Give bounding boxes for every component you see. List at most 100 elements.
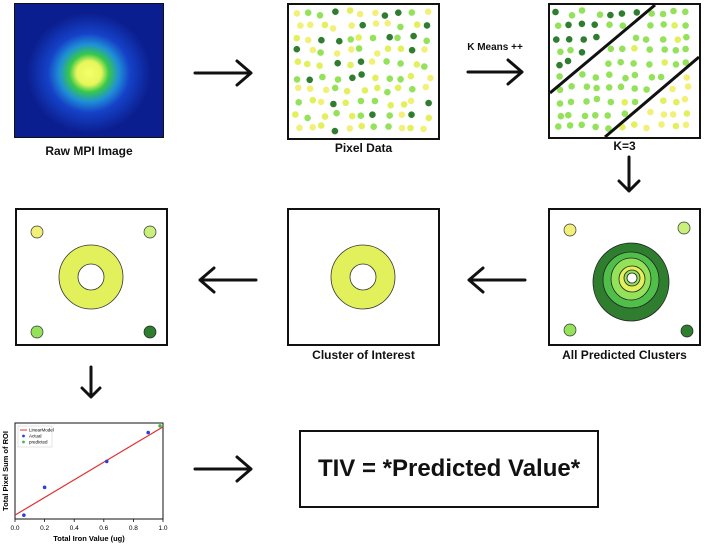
cluster-dot (660, 21, 667, 28)
pixel-dot (317, 49, 324, 56)
cluster-dot (661, 59, 668, 66)
pixel-dot (332, 8, 339, 15)
pixel-dot (423, 37, 430, 45)
pixel-dot (342, 99, 349, 107)
pixel-dot (349, 74, 356, 82)
cluster-dot (630, 60, 637, 67)
cluster-dot (684, 83, 692, 90)
pixel-dot (355, 45, 363, 52)
actual-point (104, 459, 109, 464)
cluster-dot (567, 46, 574, 54)
pixel-dot (347, 61, 354, 69)
pixel-dot (329, 25, 337, 32)
pixel-dot (348, 46, 355, 53)
cluster-dot (619, 45, 626, 53)
pixel-dot (293, 10, 301, 17)
cluster-dot (669, 111, 677, 118)
cluster-dot (657, 73, 665, 81)
pixel-dot (309, 96, 317, 104)
cluster-dot (619, 22, 627, 30)
cluster-dot (617, 58, 624, 66)
cluster-of-interest-label: Cluster of Interest (312, 348, 415, 362)
pixel-dot (334, 76, 342, 83)
pixel-dot (358, 71, 365, 78)
pixel-dot (384, 20, 391, 27)
pixel-data-panel (287, 3, 440, 140)
cluster-dot (568, 83, 575, 90)
cluster-dot (683, 33, 690, 41)
roi-panel (15, 208, 168, 346)
cluster-dot (578, 20, 586, 28)
y-axis-label: Total Pixel Sum of ROI (1, 431, 10, 511)
pixel-dot (408, 9, 416, 16)
pixel-dot (333, 50, 341, 57)
pixel-dot (368, 58, 376, 65)
cluster-dot (556, 100, 564, 107)
pixel-dot (397, 76, 404, 83)
pixel-dot (296, 124, 303, 132)
pixel-dot (372, 20, 380, 27)
pixel-dot (372, 74, 379, 82)
pixel-dot (293, 76, 301, 83)
cluster-dot (583, 83, 591, 90)
cluster-dot (557, 48, 564, 56)
pixel-dot (386, 75, 394, 82)
pixel-dot (398, 111, 406, 118)
cluster-dot (555, 123, 562, 130)
pixel-dot (420, 125, 427, 133)
cluster-dot (580, 36, 587, 43)
arrow-right-icon (193, 455, 253, 483)
pixel-dot (319, 73, 326, 81)
raw-mpi-label: Raw MPI Image (45, 144, 133, 158)
cluster-dot (658, 121, 665, 128)
fit-line (14, 426, 164, 516)
pixel-dot (407, 72, 415, 80)
cluster-dot (596, 11, 604, 18)
pixel-dot (304, 60, 311, 68)
cluster-dot (552, 8, 559, 16)
cluster-dot (554, 22, 562, 30)
cluster-dot (578, 7, 586, 14)
cluster-dot (682, 59, 690, 66)
pixel-dot (294, 58, 302, 65)
pixel-dot (334, 59, 341, 67)
raw-mpi-image (14, 3, 164, 138)
pixel-dot (381, 12, 389, 19)
pixel-dot (394, 34, 401, 42)
pixel-dot (357, 112, 365, 119)
cluster-dot (672, 47, 680, 54)
pixel-dot (307, 21, 314, 29)
cluster-dot (681, 95, 689, 103)
kmeans-label: K Means ++ (467, 42, 523, 53)
pixel-dot (408, 111, 415, 118)
cluster-dot (606, 21, 613, 29)
k3-dots (549, 3, 700, 139)
pixel-dot (304, 9, 312, 16)
pixel-dot (395, 9, 402, 16)
cluster-dot (672, 61, 680, 68)
cluster-dot (583, 98, 590, 105)
cluster-dot (593, 33, 600, 41)
cluster-dot (591, 21, 598, 29)
k3-label: K=3 (613, 139, 636, 153)
pixel-dot (293, 45, 301, 53)
cluster-dot (631, 98, 639, 106)
cluster-dot (556, 73, 563, 80)
cluster-dot (593, 84, 600, 92)
actual-point (146, 430, 150, 435)
cluster-dot (669, 85, 676, 93)
pixel-dot (369, 111, 376, 118)
cluster-dot (604, 112, 611, 119)
pixel-dot (358, 122, 365, 130)
cluster-dot (621, 110, 629, 117)
cluster-dot (607, 45, 615, 53)
cluster-dot (579, 71, 586, 78)
legend-swatch-actual (22, 434, 25, 438)
pixel-dot (398, 124, 406, 132)
cluster-dot (682, 8, 689, 16)
cluster-boundary (549, 3, 656, 95)
pixel-dot (425, 114, 433, 122)
pixel-dot (293, 34, 300, 42)
pixel-dot (304, 36, 312, 44)
tiv-result-box: TIV = *Predicted Value* (299, 430, 599, 508)
